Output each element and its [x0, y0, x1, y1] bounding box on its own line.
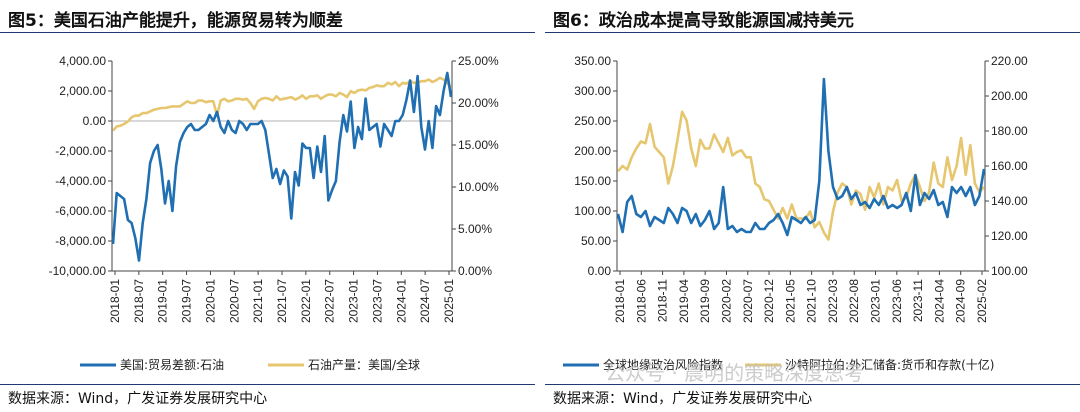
- chart-right: 350.00 300.00 250.00 200.00 150.00 100.00 50.0…: [563, 54, 1028, 384]
- x-tick-label: 2019-07: [180, 279, 194, 323]
- x-tick-label: 2020-07: [741, 279, 755, 323]
- legend-label: 美国:贸易差额:石油: [120, 358, 224, 372]
- left-tick-label: 150.00: [574, 174, 611, 188]
- x-tick-label: 2018-01: [108, 279, 122, 323]
- x-tick-label: 2023-01: [869, 279, 883, 323]
- x-tick-label: 2020-07: [227, 279, 241, 323]
- legend-label: 全球地缘政治风险指数: [603, 357, 723, 372]
- source-rule: [545, 384, 1080, 385]
- x-tick-label: 2024-01: [394, 279, 408, 323]
- x-tick-label: 2018-01: [613, 279, 627, 323]
- source-text: 数据来源：Wind，广发证券发展研究中心: [553, 391, 813, 407]
- right-tick-label: 220.00: [991, 54, 1028, 68]
- series-line-secondary: [617, 110, 985, 241]
- right-tick-label: 160.00: [991, 159, 1028, 173]
- x-tick-label: 2024-07: [418, 279, 432, 323]
- x-tick-label: 2019-01: [156, 279, 170, 323]
- left-tick-label: 4,000.00: [59, 54, 106, 68]
- right-tick-label: 140.00: [991, 194, 1028, 208]
- left-tick-label: 50.00: [581, 234, 611, 248]
- left-tick-label: -10,000.00: [49, 264, 107, 278]
- x-tick-label: 2021-05: [783, 279, 797, 323]
- right-tick-label: 10.00%: [458, 180, 499, 194]
- x-tick-label: 2020-01: [203, 279, 217, 323]
- x-tick-label: 2023-01: [347, 279, 361, 323]
- series-line-primary: [111, 71, 453, 262]
- x-tick-label: 2018-11: [656, 279, 670, 322]
- x-tick-label: 2025-02: [975, 279, 989, 323]
- right-tick-label: 20.00%: [458, 96, 499, 110]
- x-tick-label: 2019-09: [698, 279, 712, 323]
- x-tick-label: 2022-08: [847, 279, 861, 323]
- right-tick-label: 180.00: [991, 124, 1028, 138]
- x-tick-label: 2024-09: [954, 279, 968, 323]
- right-tick-label: 5.00%: [458, 222, 492, 236]
- left-tick-label: 2,000.00: [59, 84, 106, 98]
- title-rule: [545, 32, 1080, 33]
- left-tick-label: 250.00: [574, 114, 611, 128]
- x-tick-label: 2022-03: [826, 279, 840, 323]
- figure-6-panel: 图6：政治成本提高导致能源国减持美元 350.00 300.00 250.00 200…: [545, 0, 1080, 412]
- figure-title: 图6：政治成本提高导致能源国减持美元: [553, 11, 854, 31]
- x-tick-label: 2022-01: [299, 279, 313, 323]
- right-tick-label: 100.00: [991, 264, 1028, 278]
- title-rule: [0, 32, 535, 33]
- x-tick-label: 2021-01: [251, 279, 265, 323]
- x-tick-label: 2021-10: [805, 279, 819, 323]
- figure-5-panel: 图5：美国石油产能提升，能源贸易转为顺差 4,000.00 2,000.00 0.0…: [0, 0, 535, 412]
- x-tick-label: 2022-07: [323, 279, 337, 323]
- x-tick-label: 2024-04: [932, 279, 946, 323]
- x-tick-label: 2025-01: [442, 279, 456, 323]
- series-line-secondary: [112, 76, 453, 132]
- x-tick-label: 2023-11: [911, 279, 925, 322]
- x-tick-label: 2021-07: [275, 279, 289, 323]
- series-line-primary: [616, 77, 986, 237]
- right-tick-label: 25.00%: [458, 54, 499, 68]
- x-tick-label: 2020-12: [762, 279, 776, 323]
- chart-left: 4,000.00 2,000.00 0.00 -2,000.00 -4,000.00 -6…: [49, 54, 499, 372]
- figure-title: 图5：美国石油产能提升，能源贸易转为顺差: [8, 11, 343, 31]
- right-tick-label: 0.00%: [458, 264, 492, 278]
- source-text: 数据来源：Wind，广发证券发展研究中心: [8, 391, 268, 407]
- left-tick-label: 200.00: [574, 144, 611, 158]
- left-tick-label: 0.00: [588, 264, 612, 278]
- right-tick-label: 15.00%: [458, 138, 499, 152]
- x-tick-label: 2019-04: [677, 279, 691, 323]
- x-tick-label: 2023-07: [370, 279, 384, 323]
- right-tick-label: 200.00: [991, 89, 1028, 103]
- x-tick-label: 2023-06: [890, 279, 904, 323]
- watermark: 公众号 · 晨明的策略深度思考: [605, 361, 864, 384]
- x-tick-label: 2018-06: [634, 279, 648, 323]
- left-tick-label: -4,000.00: [55, 174, 106, 188]
- left-tick-label: 300.00: [574, 84, 611, 98]
- left-tick-label: 0.00: [83, 114, 107, 128]
- left-tick-label: -2,000.00: [55, 144, 106, 158]
- legend-label: 沙特阿拉伯:外汇储备:货币和存款(十亿): [785, 357, 994, 372]
- legend-label: 石油产量：美国/全球: [308, 357, 420, 372]
- left-tick-label: -8,000.00: [55, 234, 106, 248]
- source-rule: [0, 384, 535, 385]
- left-tick-label: 350.00: [574, 54, 611, 68]
- right-tick-label: 120.00: [991, 229, 1028, 243]
- x-tick-label: 2020-02: [719, 279, 733, 323]
- left-tick-label: 100.00: [574, 204, 611, 218]
- x-tick-label: 2018-07: [132, 279, 146, 323]
- left-tick-label: -6,000.00: [55, 204, 106, 218]
